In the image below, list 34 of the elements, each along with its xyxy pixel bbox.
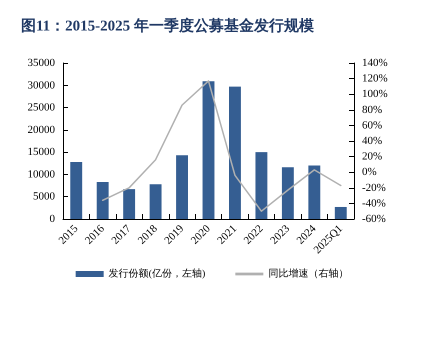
y-tick-label: 0	[50, 213, 56, 225]
bar	[308, 166, 320, 219]
bar	[150, 184, 162, 219]
y-tick-label: 10000	[28, 168, 56, 180]
y-tick-label: 5000	[33, 190, 56, 203]
bar	[70, 162, 82, 219]
y2-tick-label: -40%	[362, 197, 386, 210]
y2-tick-label: 0%	[362, 166, 377, 178]
y2-tick-label: 40%	[362, 135, 382, 147]
bar	[202, 81, 214, 219]
y-tick-label: 20000	[28, 124, 56, 136]
line-series	[102, 80, 342, 212]
chart-title: 图11：2015-2025 年一季度公募基金发行规模	[21, 16, 315, 34]
bar	[334, 206, 347, 219]
y2-tick-label: -20%	[362, 182, 386, 194]
y2-tick-label: 60%	[362, 119, 382, 132]
legend-label: 同比增速（右轴）	[268, 268, 348, 280]
y-tick-label: 35000	[28, 57, 56, 69]
y2-tick-label: 120%	[362, 72, 388, 85]
legend-label: 发行份额(亿份，左轴)	[108, 268, 206, 280]
y-tick-label: 15000	[28, 146, 56, 158]
y-tick-label: 30000	[28, 79, 56, 92]
y2-tick-label: -60%	[362, 213, 386, 225]
y2-tick-label: 80%	[362, 104, 382, 116]
y-tick-label: 25000	[28, 102, 56, 114]
bar	[282, 167, 294, 219]
bar	[255, 152, 268, 219]
bar	[176, 155, 188, 219]
bar	[96, 182, 109, 219]
y2-tick-label: 140%	[362, 57, 388, 69]
bar	[229, 86, 241, 219]
y2-tick-label: 100%	[362, 88, 388, 100]
bar	[123, 189, 136, 219]
y2-tick-label: 20%	[362, 150, 382, 163]
